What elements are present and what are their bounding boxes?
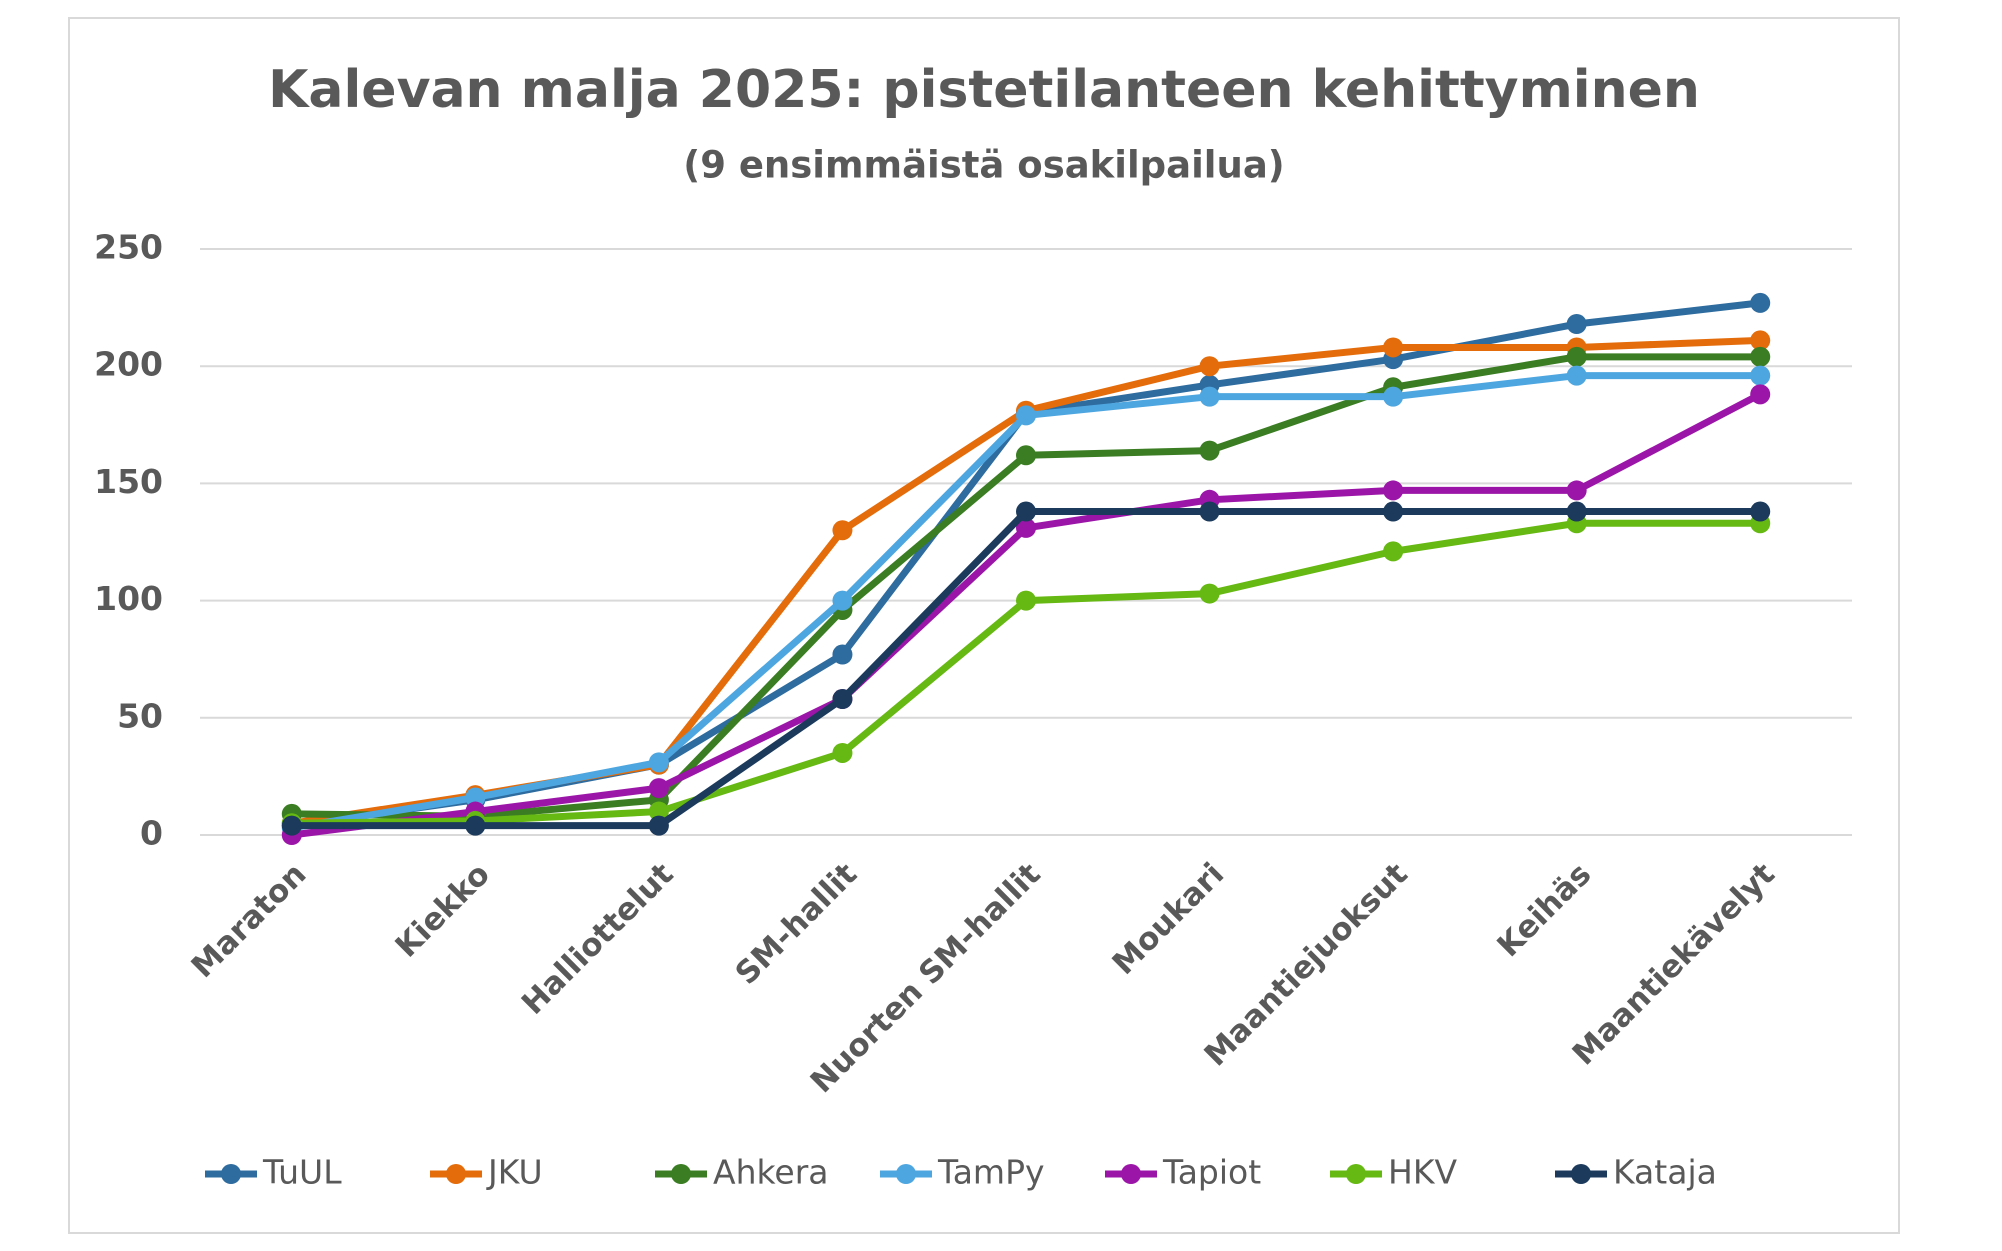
data-point	[1383, 541, 1404, 562]
data-point	[648, 815, 669, 836]
data-point	[1566, 314, 1587, 335]
legend-marker	[1571, 1164, 1591, 1184]
y-tick-label: 100	[94, 579, 163, 618]
legend-marker	[896, 1164, 916, 1184]
legend-marker	[671, 1164, 691, 1184]
legend-label: TamPy	[937, 1153, 1045, 1192]
legend-label: Tapiot	[1162, 1153, 1261, 1192]
data-point	[1016, 501, 1036, 522]
data-point	[1199, 583, 1220, 604]
legend-marker	[1121, 1164, 1141, 1184]
data-point	[465, 815, 486, 836]
legend-label: Kataja	[1613, 1153, 1717, 1192]
data-point	[832, 742, 853, 763]
data-point	[1750, 365, 1771, 386]
data-point	[1016, 445, 1036, 466]
legend-label: HKV	[1388, 1153, 1457, 1192]
data-point	[1566, 365, 1587, 386]
data-point	[1750, 384, 1771, 405]
data-point	[281, 815, 302, 836]
legend-marker	[221, 1164, 241, 1184]
data-point	[1566, 480, 1587, 501]
data-point	[832, 590, 853, 611]
data-point	[1016, 405, 1036, 426]
data-point	[1199, 501, 1220, 522]
data-point	[465, 787, 486, 808]
data-point	[1750, 346, 1771, 367]
data-point	[832, 644, 853, 665]
legend-marker	[1346, 1164, 1366, 1184]
data-point	[1750, 501, 1771, 522]
chart-title: Kalevan malja 2025: pistetilanteen kehit…	[268, 60, 1700, 120]
legend-marker	[446, 1164, 466, 1184]
data-point	[1016, 590, 1036, 611]
y-tick-label: 50	[117, 696, 163, 735]
data-point	[648, 801, 669, 822]
chart-border	[68, 17, 1900, 1234]
y-tick-label: 200	[94, 345, 163, 384]
data-point	[1383, 480, 1404, 501]
y-tick-label: 250	[94, 228, 163, 267]
data-point	[1750, 292, 1771, 313]
data-point	[1199, 440, 1220, 461]
data-point	[1383, 501, 1404, 522]
data-point	[648, 752, 669, 773]
data-point	[648, 778, 669, 799]
data-point	[1199, 356, 1220, 377]
data-point	[1016, 517, 1036, 538]
legend-label: JKU	[486, 1153, 543, 1192]
data-point	[1199, 386, 1220, 407]
data-point	[832, 520, 853, 541]
legend-label: Ahkera	[713, 1153, 829, 1192]
data-point	[1750, 330, 1771, 351]
data-point	[1383, 337, 1404, 358]
data-point	[832, 689, 853, 710]
data-point	[1566, 501, 1587, 522]
y-tick-label: 0	[140, 814, 163, 853]
data-point	[1383, 386, 1404, 407]
data-point	[1566, 346, 1587, 367]
y-tick-label: 150	[94, 462, 163, 501]
chart-subtitle: (9 ensimmäistä osakilpailua)	[683, 144, 1284, 187]
legend-label: TuUL	[262, 1153, 342, 1192]
